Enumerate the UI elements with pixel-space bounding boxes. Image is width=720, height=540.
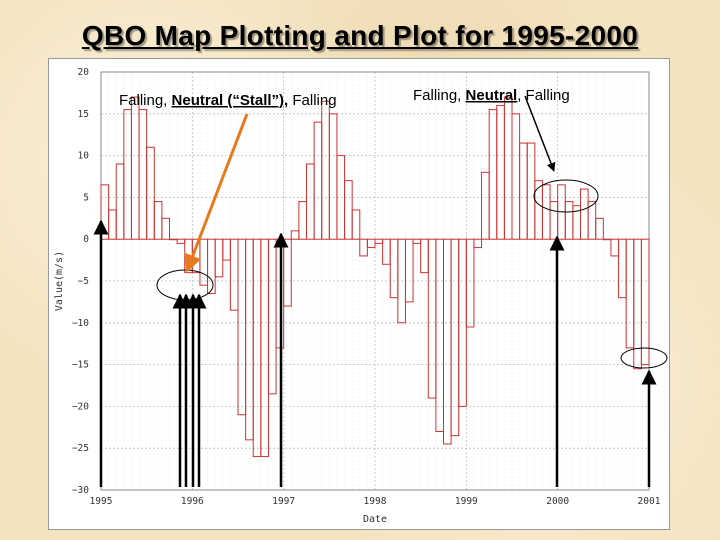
qbo-bar — [427, 238, 437, 399]
series-layer — [100, 96, 650, 458]
qbo-bar — [382, 238, 391, 265]
qbo-bar — [237, 238, 247, 416]
x-tick-label: 1995 — [90, 496, 113, 507]
qbo-bar — [640, 238, 650, 366]
qbo-bar — [328, 113, 338, 240]
qbo-bar — [161, 217, 170, 240]
y-tick-label: −25 — [72, 443, 89, 454]
y-tick-label: 0 — [83, 234, 89, 245]
qbo-bar — [321, 100, 330, 240]
qbo-bar — [579, 188, 589, 240]
qbo-bar — [168, 238, 178, 241]
qbo-bar — [359, 238, 368, 257]
qbo-bar — [199, 238, 209, 286]
qbo-bar — [344, 180, 353, 240]
qbo-bar — [207, 238, 216, 295]
qbo-bar — [541, 184, 551, 240]
qbo-bar — [633, 238, 642, 370]
x-tick-label: 1997 — [272, 496, 295, 507]
qbo-bar — [602, 238, 612, 241]
qbo-bar — [610, 238, 620, 257]
qbo-bar — [595, 217, 604, 240]
y-tick-label: 20 — [78, 67, 90, 78]
qbo-bar — [549, 201, 559, 240]
qbo-bar — [366, 238, 376, 249]
qbo-bar — [519, 142, 528, 240]
highlight-ellipse-2000-end — [620, 347, 668, 369]
qbo-bar — [412, 238, 422, 244]
y-tick-label: 5 — [83, 192, 89, 203]
black-pointer-arrow — [524, 95, 556, 172]
qbo-bar — [625, 238, 635, 349]
qbo-bar — [267, 238, 277, 395]
qbo-bar — [115, 163, 125, 240]
annotation-layer: Falling, Neutral (“Stall”), Falling Fall… — [119, 87, 570, 109]
y-tick-label: −30 — [72, 485, 89, 496]
qbo-bar — [108, 209, 117, 240]
y-tick-label: 15 — [78, 109, 89, 120]
x-axis-title: Date — [363, 514, 387, 525]
qbo-bar — [123, 109, 132, 240]
qbo-bar — [488, 109, 498, 240]
qbo-bar — [138, 109, 148, 240]
x-tick-label: 2001 — [638, 496, 661, 507]
highlight-layer — [156, 179, 668, 369]
qbo-bar — [214, 238, 224, 278]
grid-layer — [101, 72, 649, 490]
qbo-bar — [252, 238, 262, 458]
qbo-bar — [503, 96, 513, 240]
qbo-bar — [146, 146, 155, 240]
qbo-bar — [229, 238, 239, 311]
y-tick-label: −20 — [72, 401, 89, 412]
qbo-bar — [283, 238, 292, 307]
y-axis-title: Value(m/s) — [54, 251, 65, 311]
qbo-bar — [313, 121, 323, 240]
qbo-bar — [298, 201, 307, 240]
qbo-bar — [442, 238, 452, 445]
qbo-bar — [473, 238, 483, 249]
qbo-bar — [305, 163, 315, 240]
x-tick-label: 1999 — [455, 496, 478, 507]
x-tick-label: 1996 — [181, 496, 204, 507]
qbo-bar — [465, 238, 475, 328]
annotation-left: Falling, Neutral (“Stall”), Falling — [119, 92, 337, 109]
qbo-bar — [534, 180, 543, 240]
qbo-bar — [435, 238, 444, 432]
qbo-bar — [176, 238, 186, 244]
qbo-bar — [153, 201, 163, 240]
y-tick-label: −15 — [72, 360, 89, 371]
qbo-bar — [374, 238, 384, 244]
qbo-bar — [618, 238, 627, 299]
slide-title: QBO Map Plotting and Plot for 1995-2000 — [81, 20, 639, 51]
qbo-bar — [496, 104, 505, 240]
qbo-bar — [404, 238, 414, 303]
y-tick-label: −10 — [72, 318, 89, 329]
y-tick-label: 10 — [78, 151, 90, 162]
y-tick-label: −5 — [78, 276, 89, 287]
qbo-bar — [389, 238, 399, 299]
chart-panel: 20 15 10 5 0 −5 −10 −15 −20 −25 −30 1995 1996 1997 199… — [48, 58, 670, 530]
qbo-bar — [511, 113, 521, 240]
qbo-bar — [130, 96, 140, 240]
x-tick-label: 2000 — [546, 496, 569, 507]
highlight-ellipse-2000-neutral — [533, 179, 599, 213]
qbo-bar — [351, 209, 361, 240]
qbo-bar — [420, 238, 429, 274]
qbo-bar — [222, 238, 231, 261]
qbo-bar — [564, 201, 574, 240]
annotation-right: Falling, Neutral, Falling — [413, 87, 570, 104]
qbo-bar — [526, 142, 536, 240]
qbo-bar — [245, 238, 254, 441]
arrow-layer — [93, 95, 657, 487]
qbo-bar — [260, 238, 269, 458]
qbo-bar — [290, 230, 300, 240]
orange-pointer-arrow — [184, 113, 249, 273]
qbo-bar — [481, 171, 490, 240]
x-tick-label: 1998 — [364, 496, 387, 507]
